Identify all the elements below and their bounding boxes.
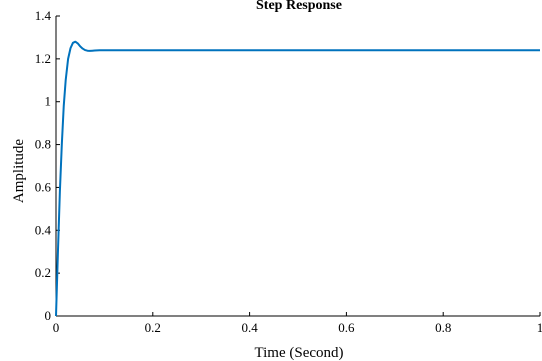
y-tick-label: 0 — [45, 308, 52, 323]
x-tick-label: 0.6 — [338, 320, 355, 335]
y-tick-label: 1 — [45, 94, 52, 109]
x-tick-label: 1 — [537, 320, 542, 335]
x-tick-label: 0.2 — [145, 320, 161, 335]
y-tick-label: 0.4 — [35, 222, 52, 237]
plot-axes — [55, 16, 540, 317]
step-response-line — [55, 40, 540, 317]
y-tick-label: 1.4 — [35, 8, 52, 23]
tick-marks: 0 0.2 0.4 0.6 0.8 1 0 0.2 0.4 0.6 0.8 1 1.2 1.4 — [35, 8, 542, 335]
y-tick-label: 1.2 — [35, 51, 51, 66]
x-tick-label: 0 — [53, 320, 60, 335]
y-tick-label: 0.8 — [35, 137, 51, 152]
series-layer — [55, 40, 540, 317]
x-tick-label: 0.8 — [435, 320, 451, 335]
y-axis-label: Amplitude — [11, 139, 27, 204]
x-tick-label: 0.4 — [241, 320, 258, 335]
x-axis-label: Time (Second) — [254, 345, 343, 361]
y-tick-label: 0.2 — [35, 265, 51, 280]
y-tick-label: 0.6 — [35, 179, 52, 194]
chart-title: Step Response — [256, 0, 342, 13]
